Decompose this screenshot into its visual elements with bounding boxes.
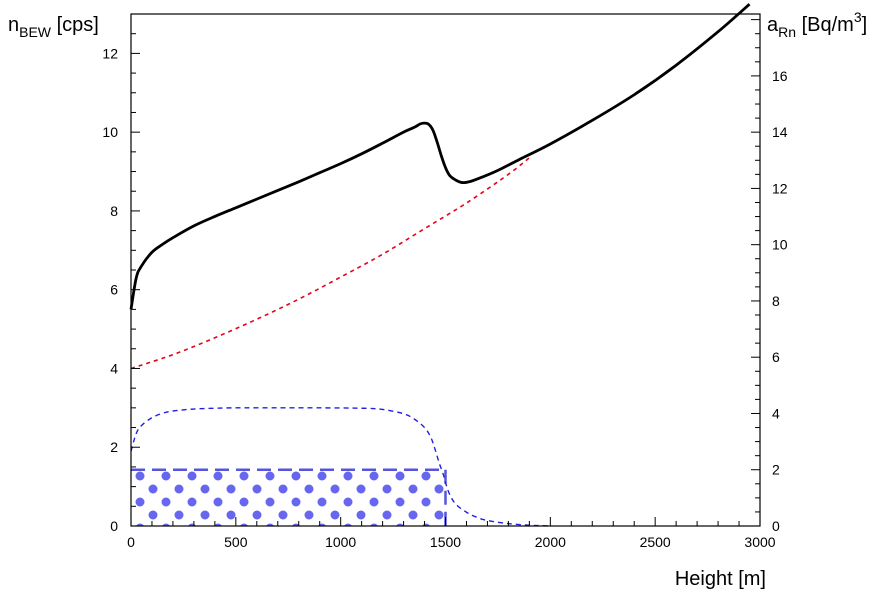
plot-frame: [130, 13, 761, 527]
y-right-axis-title-sup: 3: [854, 9, 862, 25]
y-right-tick-label: 6: [772, 349, 780, 365]
x-tick-label: 1000: [325, 534, 356, 550]
y-right-tick-label: 16: [772, 68, 788, 84]
x-tick-label: 500: [224, 534, 248, 550]
x-tick-label: 2000: [535, 534, 566, 550]
y-right-tick-label: 4: [772, 405, 780, 421]
y-left-tick-label: 12: [102, 45, 118, 61]
y-left-axis-title: nBEW [cps]: [8, 14, 99, 40]
series-layer: [129, 3, 751, 527]
region-layer: [131, 468, 447, 526]
tick-labels-layer: 0 500 1000 1500 2000 2500 30000246810120246810…: [102, 45, 787, 550]
y-right-tick-label: 12: [772, 180, 788, 196]
x-tick-label: 1500: [430, 534, 461, 550]
shaded-region: [131, 469, 446, 526]
x-tick-label: 3000: [744, 534, 775, 550]
y-right-axis-title: aRn [Bq/m3]: [767, 9, 867, 40]
y-right-tick-label: 0: [772, 518, 780, 534]
y-left-tick-label: 2: [110, 439, 118, 455]
y-right-tick-label: 14: [772, 124, 788, 140]
series-line-red: [130, 157, 530, 370]
x-axis-title: Height [m]: [675, 568, 766, 590]
y-left-tick-label: 8: [110, 203, 118, 219]
y-right-tick-label: 8: [772, 293, 780, 309]
y-left-tick-label: 6: [110, 282, 118, 298]
y-left-tick-label: 4: [110, 360, 118, 376]
x-tick-label: 0: [127, 534, 135, 550]
y-left-tick-label: 10: [102, 124, 118, 140]
series-line-black: [129, 3, 751, 310]
x-tick-label: 2500: [640, 534, 671, 550]
y-right-tick-label: 2: [772, 462, 780, 478]
y-left-axis-title-sub: BEW: [19, 24, 52, 40]
y-right-axis-title-sub: Rn: [778, 24, 796, 40]
y-left-tick-label: 0: [110, 518, 118, 534]
ticks-layer: [130, 13, 761, 527]
y-right-tick-label: 10: [772, 237, 788, 253]
